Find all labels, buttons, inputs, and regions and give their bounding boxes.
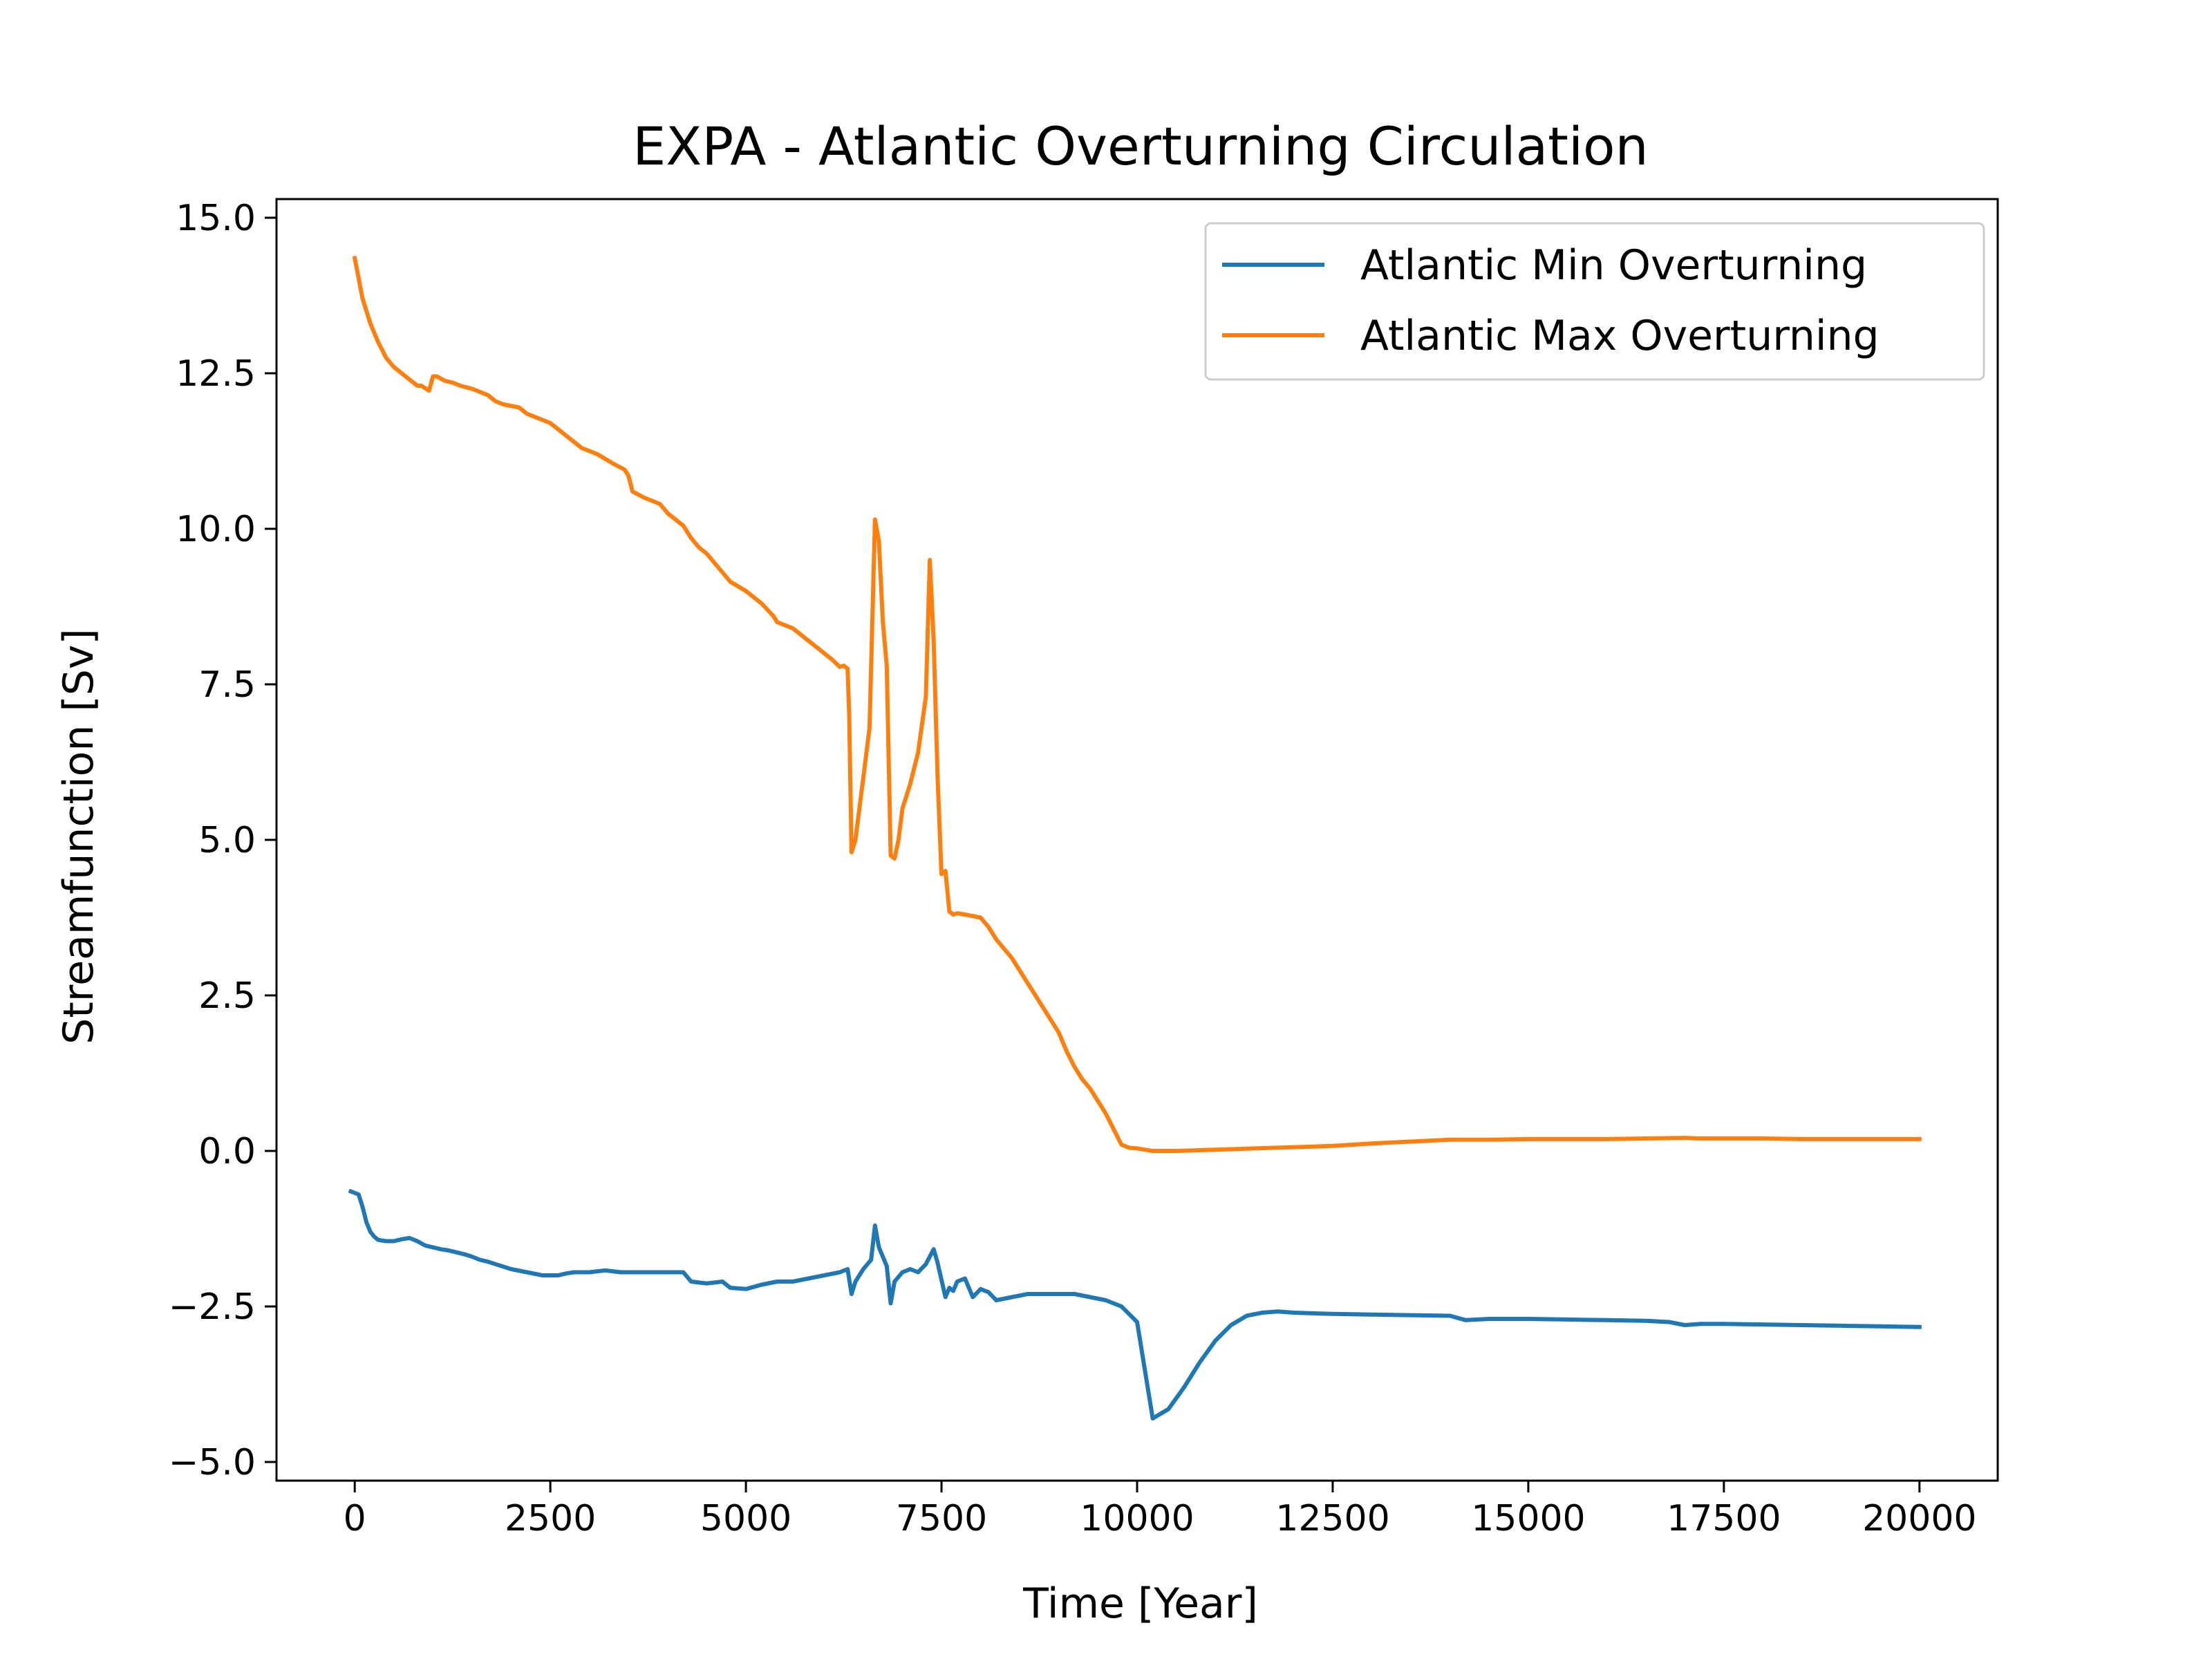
y-tick-label: 15.0 bbox=[176, 198, 256, 239]
x-tick-label: 10000 bbox=[1080, 1498, 1194, 1539]
legend-box bbox=[1204, 222, 1985, 381]
series-line-max-overturning bbox=[352, 255, 1922, 1153]
series-line-min-overturning bbox=[348, 1188, 1922, 1421]
chart-title: EXPA - Atlantic Overturning Circulation bbox=[632, 115, 1648, 177]
y-tick-label: 0.0 bbox=[198, 1131, 256, 1172]
x-tick-label: 5000 bbox=[700, 1498, 791, 1539]
y-tick-label: 2.5 bbox=[198, 975, 256, 1017]
legend-entry-label: Atlantic Max Overturning bbox=[1360, 312, 1880, 360]
x-tick-label: 12500 bbox=[1275, 1498, 1389, 1539]
x-tick-label: 2500 bbox=[505, 1498, 596, 1539]
x-tick-label: 17500 bbox=[1667, 1498, 1781, 1539]
x-tick-label: 0 bbox=[344, 1498, 366, 1539]
legend: Atlantic Min Overturning Atlantic Max Ove… bbox=[1204, 222, 1985, 381]
y-axis-label: Streamfunction [Sv] bbox=[55, 628, 103, 1044]
x-tick-label: 7500 bbox=[896, 1498, 987, 1539]
y-tick-label: 12.5 bbox=[176, 353, 256, 395]
y-tick-label: 10.0 bbox=[176, 509, 256, 550]
y-tick-label: −2.5 bbox=[169, 1286, 256, 1328]
y-tick-label: −5.0 bbox=[169, 1442, 256, 1483]
plot-area: 0 2500 5000 7500 10000 12500 15000 17500 20000 −5… bbox=[169, 198, 1999, 1539]
x-tick-label: 15000 bbox=[1471, 1498, 1585, 1539]
x-tick-label: 20000 bbox=[1862, 1498, 1976, 1539]
x-axis-label: Time [Year] bbox=[1022, 1580, 1258, 1628]
legend-entry-label: Atlantic Min Overturning bbox=[1360, 241, 1867, 290]
y-tick-label: 5.0 bbox=[198, 820, 256, 861]
y-tick-label: 7.5 bbox=[198, 664, 256, 706]
